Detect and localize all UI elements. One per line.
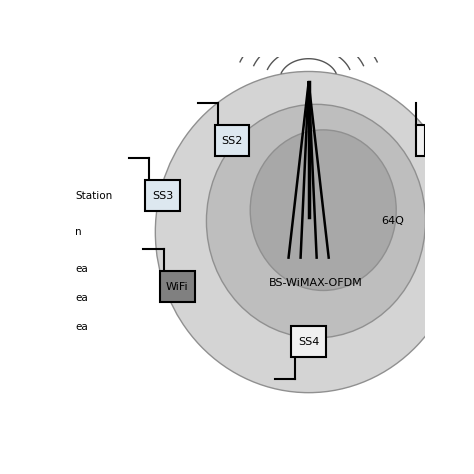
Text: WiFi: WiFi: [166, 282, 189, 292]
Ellipse shape: [206, 104, 425, 338]
Ellipse shape: [155, 72, 462, 392]
FancyBboxPatch shape: [146, 180, 180, 211]
Ellipse shape: [250, 130, 396, 291]
Text: Station: Station: [75, 191, 112, 201]
Text: ea: ea: [75, 322, 88, 332]
Text: SS4: SS4: [298, 337, 319, 346]
FancyBboxPatch shape: [160, 271, 194, 302]
Text: SS2: SS2: [221, 136, 243, 146]
Text: ea: ea: [75, 293, 88, 303]
Text: 64Q: 64Q: [382, 216, 404, 226]
Text: SS3: SS3: [152, 191, 173, 201]
FancyBboxPatch shape: [215, 125, 249, 156]
Text: BS-WiMAX-OFDM: BS-WiMAX-OFDM: [269, 278, 363, 288]
FancyBboxPatch shape: [292, 326, 326, 357]
Text: n: n: [75, 227, 82, 237]
Text: ea: ea: [75, 264, 88, 273]
FancyBboxPatch shape: [416, 125, 425, 156]
